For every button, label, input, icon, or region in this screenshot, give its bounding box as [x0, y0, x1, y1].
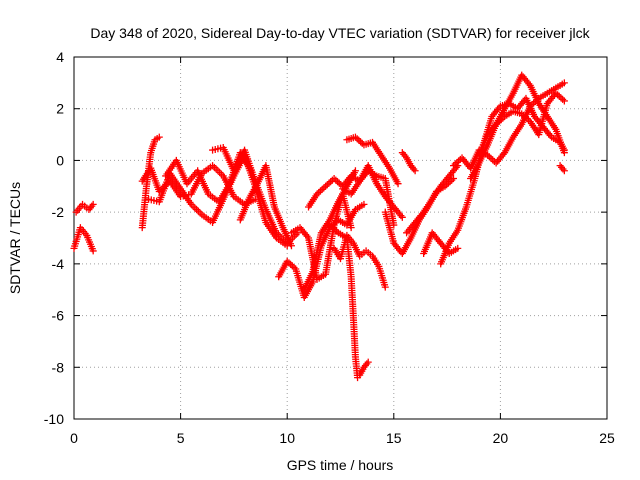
- series-track-b: [72, 200, 97, 216]
- series-track-x: [475, 89, 568, 159]
- series-track-t: [420, 229, 462, 258]
- data-point: [351, 167, 359, 175]
- plot-frame: [73, 56, 608, 420]
- track-marker: [559, 95, 567, 103]
- series-track-g: [209, 144, 302, 247]
- track-marker: [196, 209, 204, 217]
- y-tick-label: -8: [52, 359, 65, 375]
- track-marker: [316, 187, 324, 195]
- data-point: [449, 175, 457, 183]
- track-marker: [323, 181, 331, 189]
- series-track-o: [339, 162, 406, 221]
- track-marker: [332, 176, 340, 184]
- series-track-k: [287, 190, 355, 283]
- data-point: [155, 133, 163, 141]
- y-tick-label: -10: [44, 411, 64, 427]
- y-tick-label: -4: [52, 256, 65, 272]
- data-point: [398, 213, 406, 221]
- y-tick-label: -2: [52, 204, 65, 220]
- y-tick-label: 0: [56, 152, 64, 168]
- data-point: [454, 244, 462, 252]
- track-marker: [287, 260, 295, 268]
- track-marker: [334, 178, 342, 186]
- data-points: [70, 71, 568, 382]
- x-tick-label: 5: [177, 430, 185, 446]
- data-point: [360, 200, 368, 208]
- data-point: [394, 180, 402, 188]
- data-point: [560, 149, 568, 157]
- series-track-c: [138, 133, 163, 232]
- track-marker: [325, 179, 333, 187]
- series-track-a: [70, 224, 97, 255]
- data-point: [560, 79, 568, 87]
- data-point: [287, 242, 295, 250]
- track-marker: [358, 139, 366, 147]
- track-marker: [455, 157, 463, 165]
- track-marker: [210, 163, 218, 171]
- data-point: [560, 167, 568, 175]
- y-axis-label: SDTVAR / TECUs: [7, 182, 23, 294]
- track-marker: [327, 178, 335, 186]
- y-tick-label: 2: [56, 101, 64, 117]
- track-marker: [216, 168, 224, 176]
- data-point: [89, 247, 97, 255]
- y-tick-label: -6: [52, 308, 65, 324]
- y-tick-label: 4: [56, 49, 64, 65]
- data-point: [347, 224, 355, 232]
- data-point: [322, 182, 330, 190]
- x-tick-label: 10: [279, 430, 295, 446]
- track-marker: [489, 156, 497, 164]
- track-marker: [555, 92, 563, 100]
- track-marker: [318, 185, 326, 193]
- x-tick-label: 0: [70, 430, 78, 446]
- series-track-h: [236, 162, 295, 250]
- series-track-w: [467, 71, 568, 183]
- x-tick-label: 25: [599, 430, 615, 446]
- series-track-n: [330, 231, 389, 291]
- data-point: [330, 175, 338, 183]
- data-point: [364, 358, 372, 366]
- x-axis-label: GPS time / hours: [287, 457, 394, 473]
- data-point: [560, 97, 568, 105]
- track-marker: [353, 135, 361, 143]
- track-marker: [320, 184, 328, 192]
- track-marker: [214, 167, 222, 175]
- track-marker: [487, 154, 495, 162]
- track-marker: [557, 94, 565, 102]
- track-marker: [194, 207, 202, 215]
- series-track-p: [343, 133, 402, 188]
- track-marker: [191, 204, 199, 212]
- series-track-s: [403, 162, 462, 237]
- series-track-r: [398, 149, 419, 175]
- series-track-y: [556, 162, 568, 175]
- track-marker: [189, 202, 197, 210]
- data-point: [381, 283, 389, 291]
- x-tick-label: 20: [493, 430, 509, 446]
- x-tick-label: 15: [386, 430, 402, 446]
- data-point: [411, 167, 419, 175]
- chart-title: Day 348 of 2020, Sidereal Day-to-day VTE…: [90, 25, 590, 41]
- data-point: [89, 200, 97, 208]
- axis-ticks: 0 5 10 15 20 25 -10 -8 -6 -4 -2 0 2 4: [44, 49, 615, 446]
- track-marker: [335, 179, 343, 187]
